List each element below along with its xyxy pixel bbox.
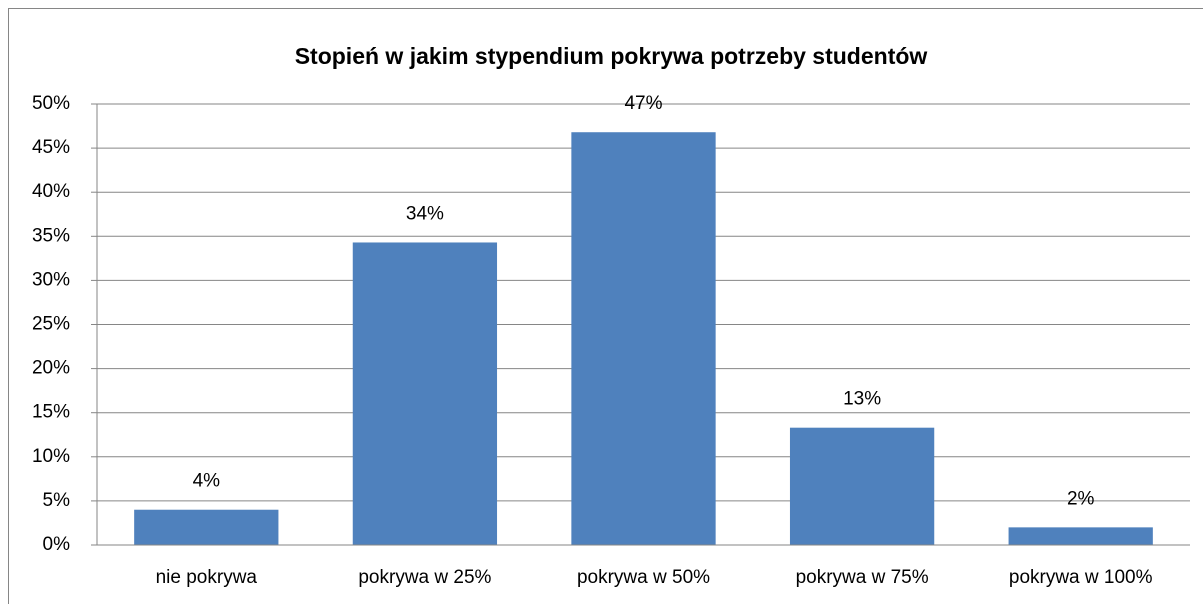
bar (134, 509, 279, 545)
data-label: 4% (193, 471, 221, 492)
y-tick-label: 40% (32, 181, 70, 202)
y-tick-label: 20% (32, 358, 70, 379)
x-tick-label: pokrywa w 75% (796, 567, 929, 588)
x-tick-label: pokrywa w 50% (577, 567, 710, 588)
bar (571, 132, 716, 545)
y-tick-label: 50% (32, 93, 70, 114)
bar (789, 427, 935, 545)
y-tick-label: 35% (32, 225, 70, 246)
x-tick-label: nie pokrywa (156, 567, 258, 588)
x-tick-label: pokrywa w 25% (358, 567, 491, 588)
y-tick-label: 45% (32, 137, 70, 158)
x-tick-label: pokrywa w 100% (1009, 567, 1153, 588)
y-tick-label: 30% (32, 269, 70, 290)
y-tick-label: 10% (32, 446, 70, 467)
data-label: 34% (406, 203, 444, 224)
chart-title: Stopień w jakim stypendium pokrywa potrz… (295, 43, 928, 69)
y-tick-label: 25% (32, 314, 70, 335)
data-label: 13% (843, 389, 881, 410)
y-tick-label: 15% (32, 402, 70, 423)
bar (1008, 527, 1153, 545)
y-tick-label: 0% (43, 534, 71, 555)
bar (352, 242, 498, 545)
data-label: 2% (1067, 488, 1095, 509)
y-tick-label: 5% (43, 490, 71, 511)
data-label: 47% (624, 93, 662, 114)
